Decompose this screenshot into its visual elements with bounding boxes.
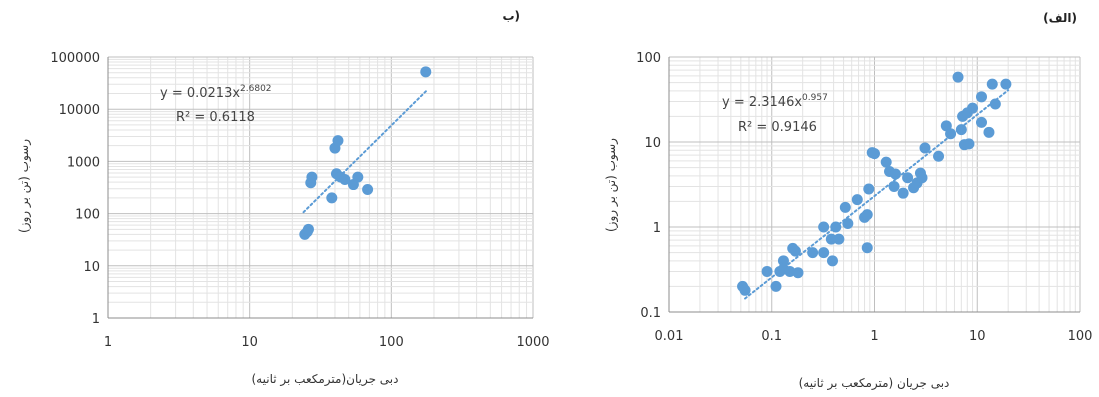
data-point — [902, 172, 914, 184]
data-point — [332, 135, 344, 147]
panel-label: ب) — [502, 9, 520, 23]
data-point — [352, 171, 364, 183]
data-point — [842, 217, 854, 229]
x-tick-label: 1000 — [516, 335, 549, 350]
grid-lines — [668, 56, 1081, 313]
data-point — [818, 221, 830, 233]
data-point — [739, 284, 751, 296]
data-point — [302, 223, 314, 235]
data-point — [362, 183, 374, 195]
data-point — [863, 183, 875, 195]
equation-text: y = 0.0213x — [160, 86, 240, 101]
r-squared-text: R² = 0.6118 — [176, 110, 255, 125]
trendline — [302, 88, 429, 214]
data-point — [897, 187, 909, 199]
data-point — [889, 168, 901, 180]
data-point — [963, 138, 975, 150]
data-point — [851, 194, 863, 206]
y-tick-label: 100 — [636, 51, 661, 66]
panel-label: (الف) — [1043, 11, 1077, 25]
trendline-path — [302, 88, 429, 214]
data-point — [789, 245, 801, 257]
x-tick-label: 0.01 — [655, 329, 684, 344]
data-point — [326, 192, 338, 204]
trendline — [744, 89, 1010, 300]
data-point — [967, 102, 979, 114]
x-tick-label: 100 — [1068, 329, 1093, 344]
chart-panel-alef: (الف) دبی جریان (مترمکعب بر ثانیه) رسوب … — [604, 11, 1092, 391]
x-tick-label: 10 — [969, 329, 986, 344]
data-point — [983, 126, 995, 138]
data-point — [306, 171, 318, 183]
panel-background — [0, 0, 548, 397]
x-tick-label: 1 — [104, 335, 112, 350]
grid-lines — [107, 56, 534, 319]
data-point — [339, 174, 351, 186]
data-points — [737, 71, 1012, 296]
equation-exponent: 2.6802 — [240, 84, 272, 94]
data-point — [826, 255, 838, 267]
data-point — [976, 91, 988, 103]
tick-labels: 1 10 100 1000 1 10 100 1000 10000 100000 — [50, 51, 549, 350]
x-axis-title: دبی جریان (مترمکعب بر ثانیه) — [799, 376, 950, 391]
data-point — [976, 116, 988, 128]
data-point — [833, 233, 845, 245]
x-tick-label: 1 — [870, 329, 878, 344]
y-tick-label: 100 — [75, 208, 100, 223]
data-point — [916, 172, 928, 184]
y-tick-label: 10 — [644, 136, 661, 151]
x-tick-label: 10 — [241, 335, 258, 350]
data-point — [955, 124, 967, 136]
data-point — [420, 66, 432, 78]
equation-text: y = 2.3146x — [722, 95, 802, 110]
trendline-path — [744, 89, 1010, 300]
trendline-equation: y = 2.3146x0.957 R² = 0.9146 — [722, 93, 828, 135]
data-point — [784, 265, 796, 277]
data-point — [869, 148, 880, 160]
y-tick-label: 100000 — [50, 51, 100, 66]
y-tick-label: 1 — [653, 221, 661, 236]
data-point — [919, 142, 931, 154]
svg-text:y = 2.3146x0.957: y = 2.3146x0.957 — [722, 93, 828, 110]
y-tick-label: 10000 — [59, 103, 100, 118]
y-axis-title: رسوب (تن بر روز) — [17, 139, 32, 233]
equation-exponent: 0.957 — [802, 93, 828, 103]
data-point — [807, 247, 819, 259]
tick-labels: 0.01 0.1 1 10 100 0.1 1 10 100 — [636, 51, 1092, 344]
y-tick-label: 10 — [83, 260, 100, 275]
y-tick-label: 0.1 — [640, 306, 661, 321]
data-point — [945, 128, 957, 140]
y-tick-label: 1000 — [67, 155, 100, 170]
chart-panel-b: ب) دبی جریان(مترمکعب بر ثانیه) رسوب (تن … — [0, 0, 550, 397]
data-point — [770, 280, 782, 292]
data-point — [825, 233, 837, 245]
data-point — [861, 242, 873, 254]
trendline-equation: y = 0.0213x2.6802 R² = 0.6118 — [160, 84, 272, 125]
data-point — [880, 156, 892, 168]
data-point — [818, 247, 830, 259]
data-point — [777, 255, 789, 267]
data-points — [299, 66, 432, 240]
data-point — [861, 209, 873, 221]
data-point — [933, 150, 945, 162]
x-tick-label: 100 — [379, 335, 404, 350]
r-squared-text: R² = 0.9146 — [738, 120, 817, 135]
data-point — [839, 201, 851, 213]
data-point — [792, 267, 804, 279]
svg-text:y = 0.0213x2.6802: y = 0.0213x2.6802 — [160, 84, 272, 101]
data-point — [952, 71, 964, 83]
data-point — [986, 78, 998, 90]
y-axis-title: رسوب (تن بر روز) — [604, 138, 619, 232]
x-axis-title: دبی جریان(مترمکعب بر ثانیه) — [252, 372, 399, 387]
x-tick-label: 0.1 — [761, 329, 782, 344]
data-point — [830, 221, 842, 233]
y-tick-label: 1 — [92, 312, 100, 327]
data-point — [888, 180, 900, 192]
data-point — [1000, 78, 1012, 90]
data-point — [761, 265, 773, 277]
data-point — [989, 98, 1001, 110]
